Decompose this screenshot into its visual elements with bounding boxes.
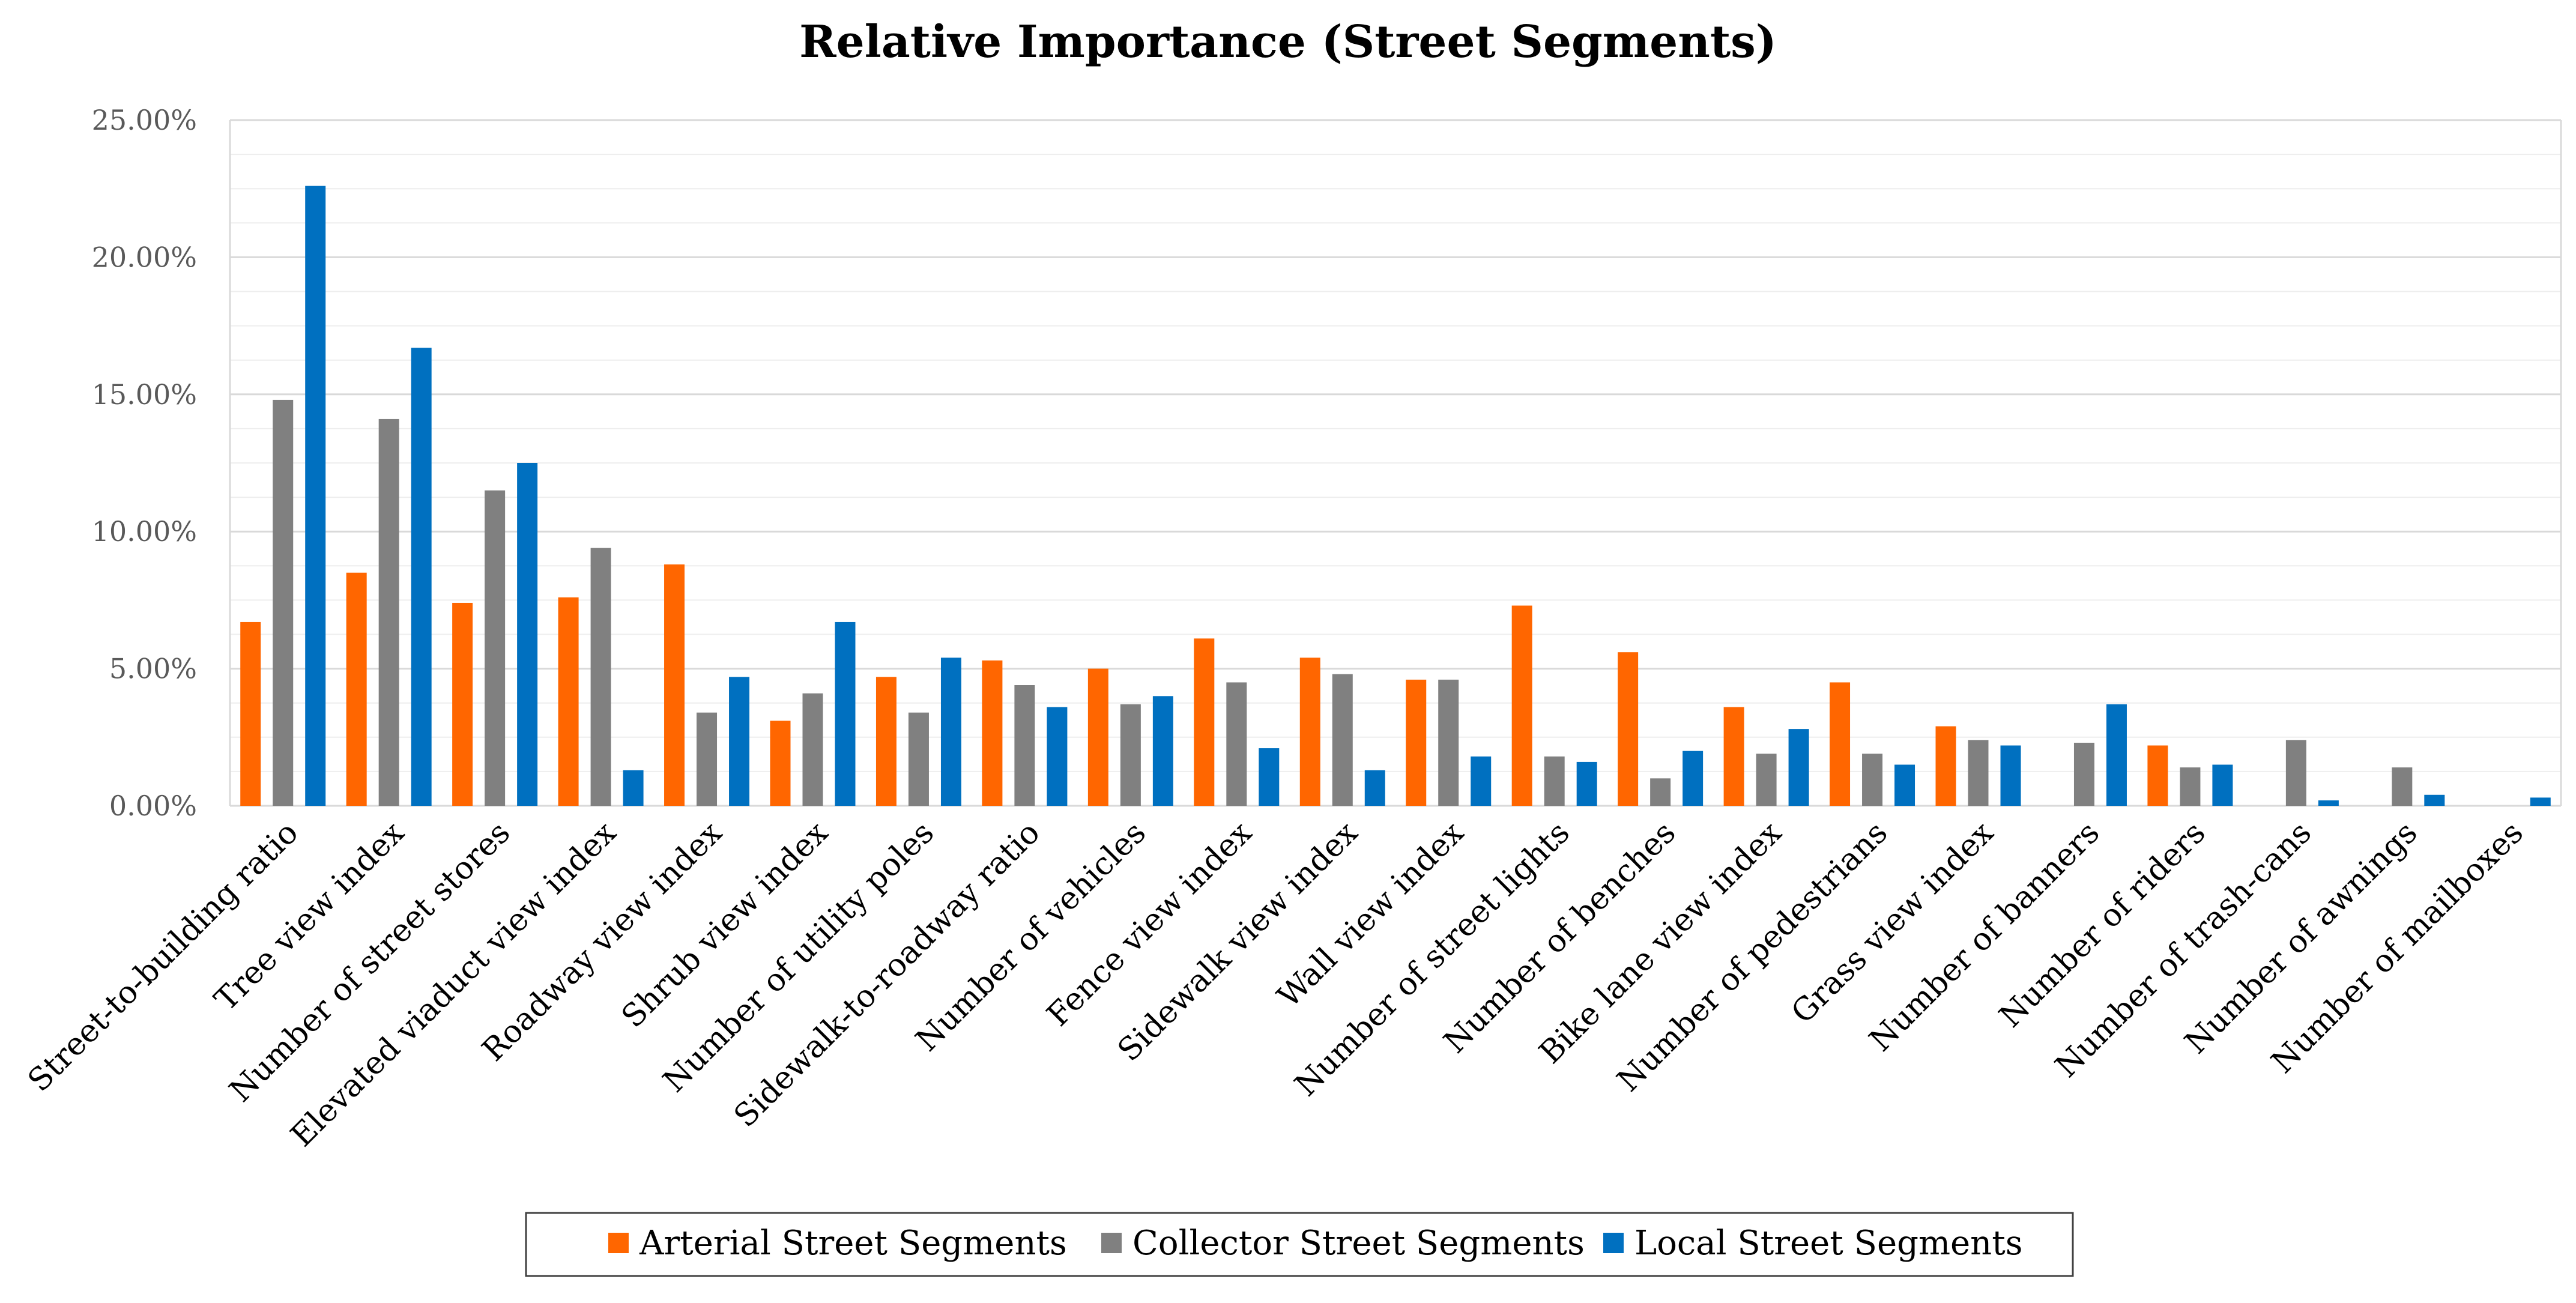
y-tick-label: 10.00%: [92, 515, 197, 548]
bar-local-3: [623, 770, 644, 806]
bar-collector-19: [2285, 740, 2306, 806]
bar-collector-5: [802, 693, 823, 806]
bars: [240, 186, 2551, 806]
y-tick-label: 0.00%: [109, 790, 197, 822]
legend-box: [525, 1212, 2074, 1277]
bar-local-6: [940, 658, 961, 806]
x-tick-label: Shrub view index: [615, 815, 835, 1035]
legend: Arterial Street Segments Collector Street…: [525, 1212, 2074, 1277]
bar-collector-13: [1650, 778, 1671, 806]
bar-local-13: [1683, 751, 1704, 806]
y-axis-ticks: 0.00% 5.00% 10.00% 15.00% 20.00% 25.00%: [92, 104, 197, 822]
bar-arterial-5: [770, 721, 791, 806]
legend-swatch-0: [608, 1233, 629, 1253]
bar-local-21: [2530, 797, 2551, 806]
bar-collector-14: [1756, 754, 1777, 806]
bar-collector-16: [1968, 740, 1989, 806]
bar-collector-6: [908, 712, 929, 806]
bar-collector-3: [590, 548, 611, 806]
bar-arterial-12: [1511, 605, 1532, 806]
bar-collector-10: [1332, 674, 1353, 806]
y-tick-label: 5.00%: [109, 653, 197, 685]
bar-collector-0: [273, 399, 294, 806]
bar-local-12: [1576, 761, 1597, 806]
bar-local-17: [2106, 704, 2127, 806]
bar-arterial-15: [1830, 682, 1851, 806]
bar-arterial-9: [1194, 638, 1215, 806]
bar-collector-20: [2392, 767, 2413, 806]
bar-local-4: [729, 677, 750, 806]
x-tick-label: Wall view index: [1271, 815, 1471, 1015]
legend-label-1: Collector Street Segments: [1132, 1224, 1585, 1263]
bar-arterial-18: [2147, 745, 2168, 806]
x-tick-label: Grass view index: [1785, 815, 2001, 1031]
x-tick-label: Number of riders: [1992, 815, 2212, 1035]
bar-local-11: [1471, 756, 1492, 806]
bar-collector-2: [485, 490, 506, 806]
bar-collector-8: [1120, 704, 1141, 806]
y-tick-label: 15.00%: [92, 378, 197, 411]
bar-arterial-14: [1723, 707, 1744, 806]
bar-local-19: [2318, 800, 2339, 806]
bar-local-7: [1047, 707, 1068, 806]
bar-local-2: [517, 463, 538, 806]
bar-local-10: [1364, 770, 1385, 806]
bar-arterial-2: [452, 602, 473, 806]
bar-local-15: [1894, 764, 1915, 806]
legend-swatch-2: [1603, 1233, 1624, 1253]
bar-arterial-13: [1618, 652, 1639, 806]
bar-arterial-7: [982, 660, 1003, 806]
x-tick-label: Tree view index: [208, 815, 411, 1018]
bar-local-8: [1152, 696, 1173, 806]
bar-collector-15: [1862, 754, 1883, 806]
x-tick-label: Fence view index: [1040, 815, 1259, 1033]
legend-label-2: Local Street Segments: [1634, 1224, 2023, 1263]
bar-arterial-16: [1935, 726, 1956, 806]
gridlines: [229, 119, 2562, 807]
bar-collector-17: [2073, 742, 2094, 806]
bar-arterial-1: [346, 572, 367, 806]
bar-local-14: [1788, 729, 1809, 806]
bar-collector-9: [1226, 682, 1247, 806]
bar-local-9: [1259, 748, 1280, 806]
bar-arterial-0: [240, 621, 261, 806]
bar-collector-18: [2180, 767, 2201, 806]
bar-local-5: [835, 621, 856, 806]
bar-collector-7: [1014, 685, 1035, 806]
bar-arterial-10: [1299, 658, 1320, 806]
bar-local-20: [2424, 794, 2445, 806]
bar-collector-1: [378, 419, 399, 806]
y-tick-label: 25.00%: [92, 104, 197, 136]
chart-title: Relative Importance (Street Segments): [799, 16, 1777, 68]
legend-swatch-1: [1101, 1233, 1122, 1253]
bar-collector-4: [697, 712, 718, 806]
bar-arterial-4: [664, 564, 685, 806]
bar-local-0: [305, 186, 326, 806]
bar-collector-11: [1438, 679, 1459, 806]
bar-local-18: [2212, 764, 2233, 806]
bar-arterial-6: [875, 677, 896, 806]
bar-arterial-11: [1406, 679, 1427, 806]
bar-local-1: [411, 348, 432, 806]
bar-arterial-3: [558, 597, 579, 806]
bar-arterial-8: [1087, 668, 1108, 806]
bar-collector-12: [1544, 756, 1565, 806]
bar-local-16: [2000, 745, 2021, 806]
y-tick-label: 20.00%: [92, 241, 197, 273]
legend-label-0: Arterial Street Segments: [639, 1224, 1067, 1263]
